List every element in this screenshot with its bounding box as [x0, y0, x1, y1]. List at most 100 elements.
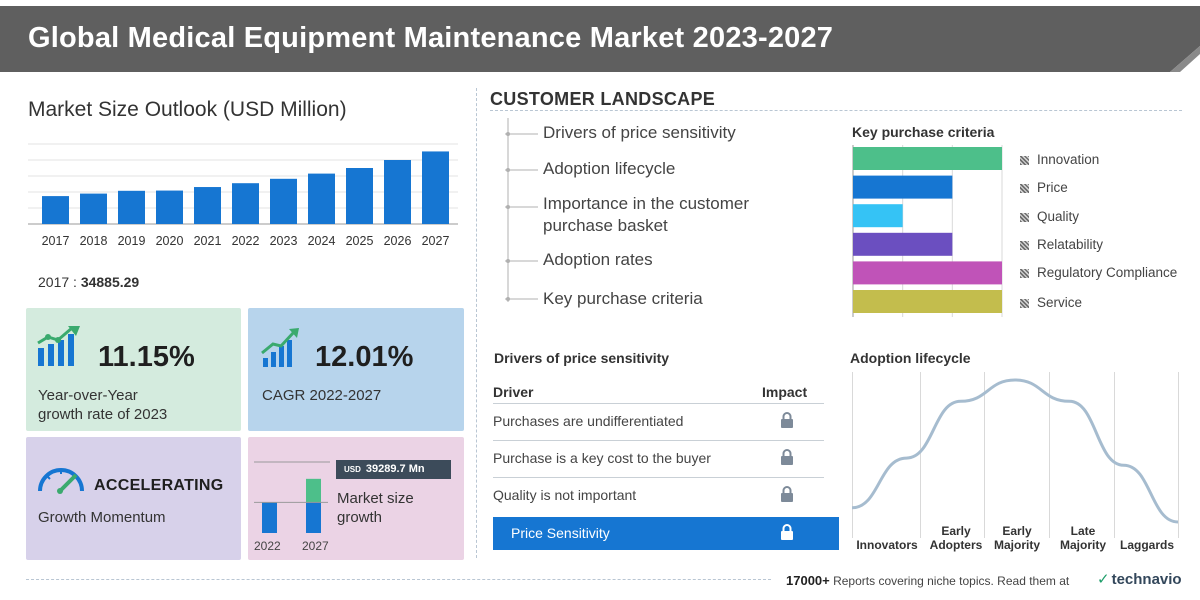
- cagr-trend-icon: [261, 328, 299, 367]
- criteria-bar-2: [853, 204, 903, 228]
- bar-2021: [194, 187, 221, 224]
- tree-connector: [505, 118, 538, 302]
- price-sensitivity-label: Price Sensitivity: [511, 525, 610, 541]
- market-growth-label-line2: growth: [337, 509, 383, 526]
- stage-line2: Majority: [993, 538, 1040, 552]
- legend-label: Price: [1037, 180, 1068, 195]
- lock-icon: [781, 449, 793, 465]
- stage-line1: Early: [1002, 524, 1032, 538]
- cagr-label: CAGR 2022-2027: [262, 387, 382, 404]
- criteria-bar-5: [853, 290, 1002, 313]
- tick-label: 2025: [346, 234, 374, 248]
- driver-text: Purchases are undifferentiated: [493, 413, 684, 429]
- stage-line2: Majority: [1059, 538, 1106, 552]
- growth-value-tag: USD 39289.7 Mn: [336, 460, 451, 479]
- legend-label: Regulatory Compliance: [1037, 265, 1178, 280]
- bar-2020: [156, 190, 183, 224]
- table-row: Purchase is a key cost to the buyer: [493, 440, 824, 477]
- stage-line1: Early: [941, 524, 971, 538]
- legend-swatch: [1020, 213, 1029, 222]
- speedometer-icon: [38, 468, 84, 494]
- col-impact-header: Impact: [762, 384, 808, 400]
- table-row: Quality is not important: [493, 477, 824, 514]
- driver-text: Quality is not important: [493, 487, 637, 503]
- kpc-title: Key purchase criteria: [852, 124, 995, 140]
- legend-swatch: [1020, 156, 1029, 165]
- legend-swatch: [1020, 299, 1029, 308]
- momentum-card: ACCELERATING Growth Momentum: [26, 437, 241, 560]
- yoy-card: 11.15% Year-over-Year growth rate of 202…: [26, 308, 241, 431]
- bar-2019: [118, 190, 145, 224]
- yoy-label-line2: growth rate of 2023: [38, 406, 168, 423]
- legend-label: Innovation: [1037, 152, 1100, 167]
- base-year-number: 34885.29: [80, 274, 140, 290]
- base-year-label: 2017 :: [38, 274, 77, 290]
- criteria-bar-0: [853, 147, 1002, 170]
- landscape-item-adoption-lifecycle: Adoption lifecycle: [543, 159, 676, 178]
- legend-swatch: [1020, 269, 1029, 278]
- price-sensitivity-row: Price Sensitivity: [493, 517, 839, 550]
- landscape-item-key-purchase-criteria: Key purchase criteria: [543, 289, 703, 308]
- growth-currency: USD: [344, 465, 361, 474]
- market-growth-label-line1: Market size: [337, 490, 414, 507]
- lock-icon: [781, 524, 793, 540]
- legend-swatch: [1020, 241, 1029, 250]
- brand-mark-icon: ✓: [1097, 571, 1110, 588]
- tick-label: 2022: [232, 234, 260, 248]
- bar-2024: [308, 173, 335, 224]
- stage-late-majority: Late Majority: [1051, 524, 1115, 552]
- growth-bar-base-2022: [262, 502, 277, 533]
- bar-2018: [80, 193, 107, 224]
- adoption-lifecycle-chart: [852, 372, 1179, 538]
- adoption-curve: [852, 378, 1179, 524]
- cagr-card: 12.01% CAGR 2022-2027: [248, 308, 464, 431]
- tick-label: 2024: [308, 234, 336, 248]
- tick-label: 2017: [42, 234, 70, 248]
- tick-label: 2021: [194, 234, 222, 248]
- bar-2027: [422, 151, 449, 224]
- growth-bar-increment-2027: [306, 478, 321, 503]
- header-banner: Global Medical Equipment Maintenance Mar…: [0, 6, 1200, 72]
- tick-label: 2026: [384, 234, 412, 248]
- momentum-label: Growth Momentum: [38, 509, 166, 526]
- criteria-bar-3: [853, 232, 953, 256]
- bar-2025: [346, 168, 373, 224]
- tick-label: 2027: [422, 234, 450, 248]
- stage-early-adopters: Early Adopters: [924, 524, 988, 552]
- stage-laggards: Laggards: [1115, 524, 1179, 552]
- footer-divider: [26, 579, 771, 580]
- yoy-value: 11.15%: [98, 341, 195, 373]
- stage-line2: Adopters: [929, 538, 983, 552]
- landscape-item-purchase-basket: Importance in the customer: [543, 194, 749, 213]
- yoy-label-line1: Year-over-Year: [38, 387, 138, 404]
- stage-line1: [855, 524, 919, 538]
- stage-line1: Late: [1070, 524, 1096, 538]
- tick-label: 2023: [270, 234, 298, 248]
- landscape-item-purchase-basket-line2: purchase basket: [543, 216, 668, 235]
- criteria-bar-1: [853, 175, 953, 199]
- market-size-chart: 2017 2018 2019 2020 2021 2022 2023 2024 2025 2026…: [28, 143, 458, 248]
- momentum-value: ACCELERATING: [94, 477, 224, 494]
- kpc-chart: [852, 145, 1003, 317]
- col-driver-header: Driver: [493, 384, 534, 400]
- legend-label: Service: [1037, 295, 1083, 310]
- landscape-item-price-sensitivity: Drivers of price sensitivity: [543, 123, 736, 142]
- driver-text: Purchase is a key cost to the buyer: [493, 450, 711, 466]
- legend-label: Relatability: [1037, 237, 1104, 252]
- footer-count: 17000+: [786, 573, 830, 588]
- tick-label: 2020: [156, 234, 184, 248]
- growth-amount: 39289.7 Mn: [365, 463, 425, 475]
- brand-name: technavio: [1111, 571, 1182, 588]
- section-divider: [476, 88, 477, 558]
- stage-line1: [1115, 524, 1179, 538]
- brand-logo[interactable]: ✓ technavio: [1097, 570, 1182, 588]
- market-size-title: Market Size Outlook (USD Million): [28, 98, 347, 121]
- customer-landscape-title: CUSTOMER LANDSCAPE: [490, 89, 716, 109]
- bar-2023: [270, 178, 297, 224]
- criteria-bar-4: [853, 261, 1002, 285]
- stage-early-majority: Early Majority: [985, 524, 1049, 552]
- customer-landscape-underline: [490, 110, 1182, 111]
- growth-year-start: 2022: [254, 539, 281, 553]
- landscape-item-adoption-rates: Adoption rates: [543, 250, 653, 269]
- stage-innovators: Innovators: [855, 524, 919, 552]
